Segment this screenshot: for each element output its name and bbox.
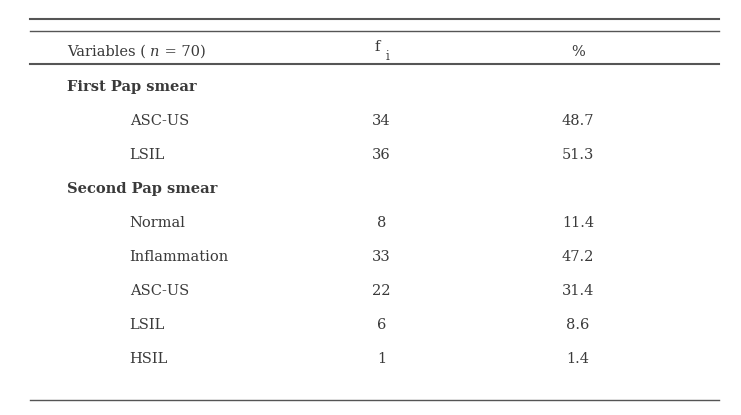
- Text: 51.3: 51.3: [562, 148, 594, 162]
- Text: 8: 8: [377, 216, 386, 230]
- Text: 8.6: 8.6: [566, 318, 590, 332]
- Text: 48.7: 48.7: [562, 114, 594, 128]
- Text: LSIL: LSIL: [130, 148, 165, 162]
- Text: i: i: [385, 50, 389, 63]
- Text: HSIL: HSIL: [130, 352, 168, 366]
- Text: Inflammation: Inflammation: [130, 250, 229, 264]
- Text: ASC-US: ASC-US: [130, 284, 189, 298]
- Text: %: %: [571, 45, 585, 59]
- Text: 34: 34: [372, 114, 391, 128]
- Text: 1: 1: [377, 352, 386, 366]
- Text: 47.2: 47.2: [562, 250, 594, 264]
- Text: = 70): = 70): [160, 45, 206, 59]
- Text: 6: 6: [377, 318, 386, 332]
- Text: 11.4: 11.4: [562, 216, 594, 230]
- Text: 33: 33: [372, 250, 391, 264]
- Text: 22: 22: [373, 284, 391, 298]
- Text: Second Pap smear: Second Pap smear: [67, 182, 217, 196]
- Text: ASC-US: ASC-US: [130, 114, 189, 128]
- Text: 1.4: 1.4: [566, 352, 590, 366]
- Text: LSIL: LSIL: [130, 318, 165, 332]
- Text: First Pap smear: First Pap smear: [67, 80, 196, 94]
- Text: 36: 36: [372, 148, 391, 162]
- Text: Variables (: Variables (: [67, 45, 145, 59]
- Text: 31.4: 31.4: [562, 284, 594, 298]
- Text: n: n: [150, 45, 159, 59]
- Text: Normal: Normal: [130, 216, 185, 230]
- Text: f: f: [374, 40, 379, 54]
